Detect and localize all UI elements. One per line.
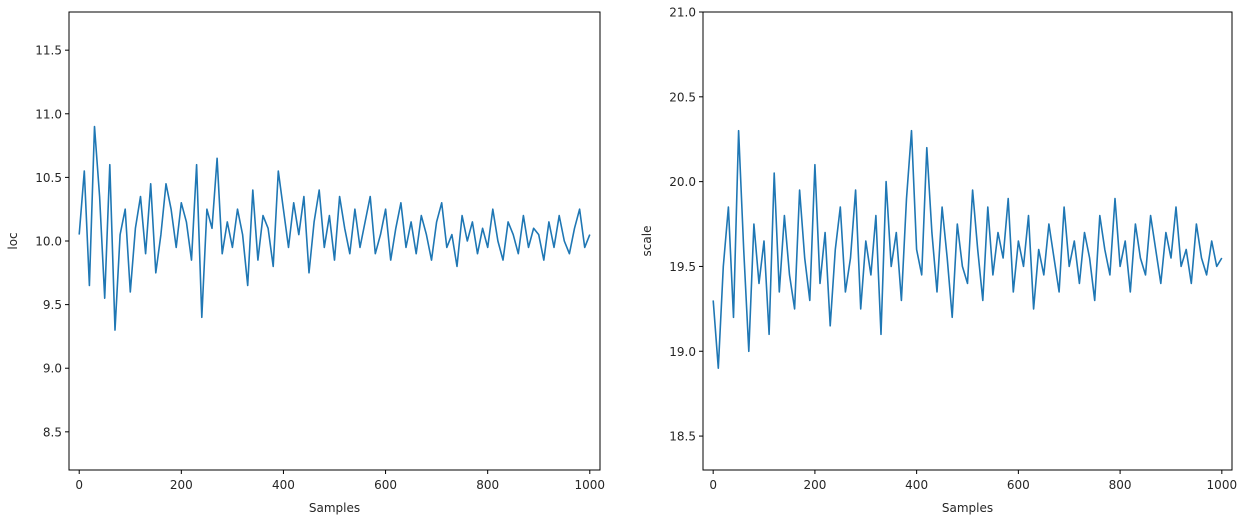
x-tick-label: 400 — [272, 478, 295, 492]
x-tick-label: 1000 — [575, 478, 606, 492]
y-tick-label: 9.5 — [43, 298, 62, 312]
x-axis-label: Samples — [942, 501, 993, 515]
series-line-0 — [712, 129, 1223, 370]
y-axis-label: loc — [6, 232, 20, 249]
x-tick-label: 800 — [476, 478, 499, 492]
x-tick-label: 200 — [803, 478, 826, 492]
loc-trace-plot: 0 200 400 600 800 1000 8.5 9.0 9.5 10.0 10.5 11.0 11… — [6, 11, 606, 515]
y-tick-label: 18.5 — [669, 430, 696, 444]
x-tick-label: 600 — [1007, 478, 1030, 492]
y-tick-label: 19.0 — [669, 345, 696, 359]
y-tick-label: 19.5 — [669, 260, 696, 274]
scale-trace-plot: 0 200 400 600 800 1000 18.5 19.0 19.5 20.0 20.5 21.… — [640, 6, 1237, 516]
x-tick-label: 400 — [905, 478, 928, 492]
x-axis-label: Samples — [309, 501, 360, 515]
x-tick-label: 200 — [170, 478, 193, 492]
y-tick-label: 9.0 — [43, 362, 62, 376]
y-tick-label: 8.5 — [43, 425, 62, 439]
y-tick-label: 21.0 — [669, 6, 696, 20]
x-tick-label: 0 — [709, 478, 717, 492]
y-tick-label: 10.0 — [35, 235, 62, 249]
y-tick-label: 20.0 — [669, 175, 696, 189]
series-line-0 — [78, 125, 591, 331]
y-tick-label: 11.0 — [35, 107, 62, 121]
x-tick-label: 1000 — [1207, 478, 1238, 492]
x-tick-label: 0 — [75, 478, 83, 492]
y-tick-label: 20.5 — [669, 90, 696, 104]
plot-frame — [702, 11, 1233, 471]
x-tick-label: 600 — [374, 478, 397, 492]
y-tick-label: 11.5 — [35, 44, 62, 58]
y-axis-label: scale — [640, 226, 654, 257]
y-tick-label: 10.5 — [35, 171, 62, 185]
x-tick-label: 800 — [1109, 478, 1132, 492]
